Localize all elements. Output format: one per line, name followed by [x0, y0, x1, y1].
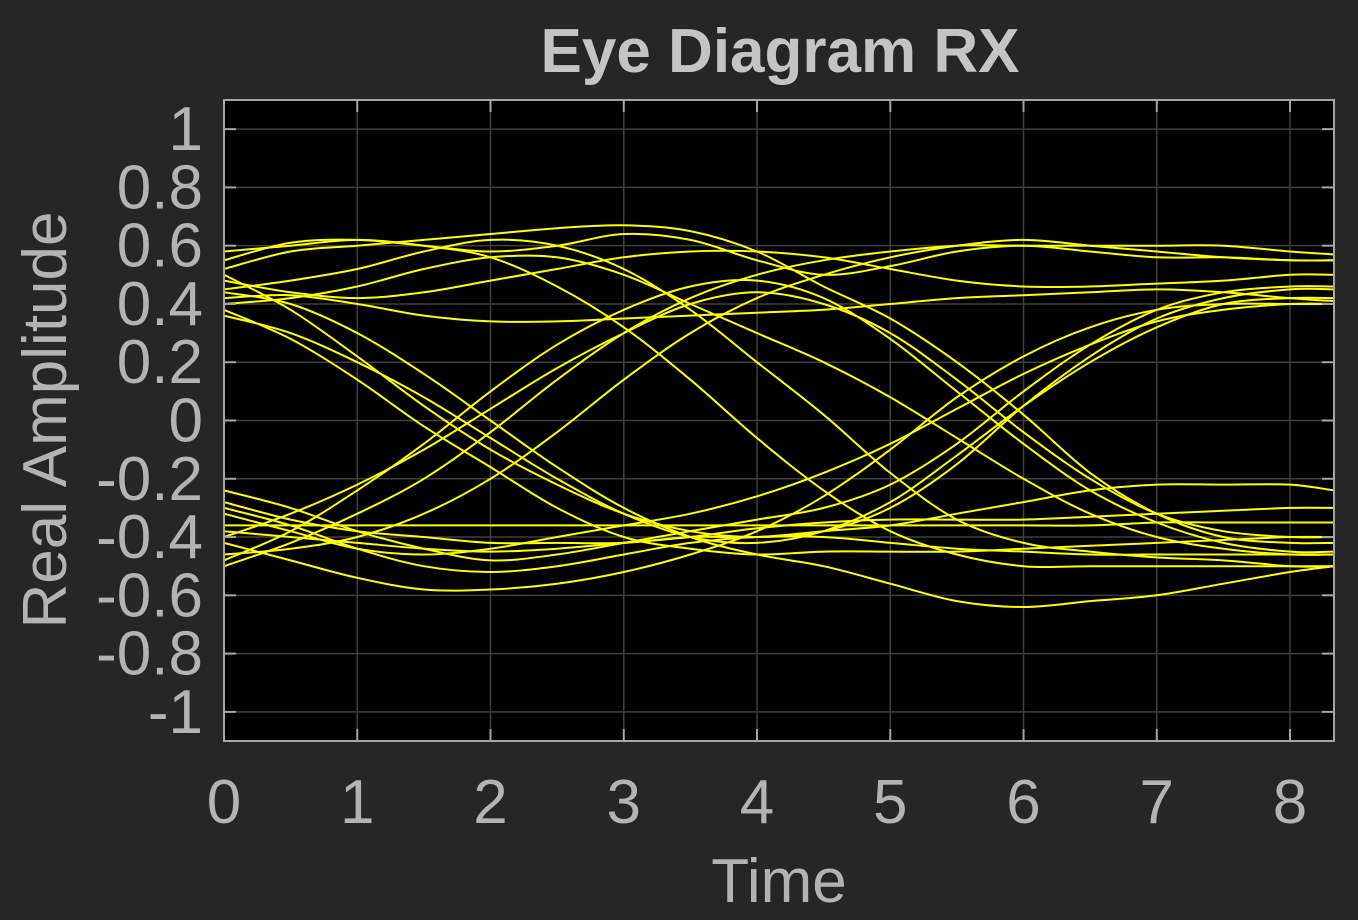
y-tick-label: 0 — [169, 387, 203, 456]
eye-trace-17 — [223, 302, 1335, 556]
eye-trace-18 — [223, 285, 1335, 562]
y-tick-label: -0.4 — [96, 503, 203, 572]
eye-trace-14 — [223, 506, 1335, 553]
y-tick-label: 0.8 — [117, 153, 203, 222]
y-tick-label: -0.8 — [96, 620, 203, 689]
eye-trace-22 — [223, 254, 1335, 556]
y-tick-label: 1 — [169, 95, 203, 164]
eye-trace-19 — [223, 238, 1334, 569]
y-tick-label: 0.4 — [117, 270, 203, 339]
eye-trace-20 — [223, 249, 1335, 300]
eye-trace-9 — [223, 244, 1335, 568]
eye-trace-7 — [223, 296, 1335, 545]
y-tick-labels: 10.80.60.40.20-0.2-0.4-0.6-0.8-1 — [96, 95, 203, 747]
y-tick-label: 0.6 — [117, 212, 203, 281]
x-tick-label: 1 — [340, 768, 374, 837]
eye-trace-8 — [223, 291, 1335, 609]
x-tick-label: 0 — [207, 768, 241, 837]
eye-trace-3 — [223, 238, 1335, 568]
x-tick-label: 8 — [1273, 768, 1307, 837]
x-tick-label: 4 — [740, 768, 774, 837]
x-tick-label: 5 — [873, 768, 907, 837]
x-axis-label: Time — [711, 847, 846, 916]
eye-trace-21 — [223, 483, 1335, 545]
eye-trace-4 — [223, 288, 1335, 323]
eye-trace-5 — [223, 308, 1335, 556]
y-tick-label: -1 — [148, 678, 203, 747]
axis-ticks — [223, 100, 1334, 741]
x-tick-label: 3 — [607, 768, 641, 837]
y-axis-label: Real Amplitude — [11, 211, 80, 628]
eye-trace-15 — [223, 506, 1334, 574]
x-tick-labels: 0 1 2 3 4 5 6 7 8 — [207, 768, 1308, 837]
grid-lines — [223, 100, 1334, 741]
y-tick-label: 0.2 — [117, 328, 203, 397]
y-tick-label: -0.2 — [96, 445, 203, 514]
eye-trace-12 — [223, 238, 1335, 556]
chart-title: Eye Diagram RX — [541, 17, 1020, 86]
x-tick-label: 7 — [1140, 768, 1174, 837]
x-tick-label: 6 — [1006, 768, 1040, 837]
eye-traces — [223, 224, 1335, 609]
x-tick-label: 2 — [473, 768, 507, 837]
y-tick-label: -0.6 — [96, 561, 203, 630]
